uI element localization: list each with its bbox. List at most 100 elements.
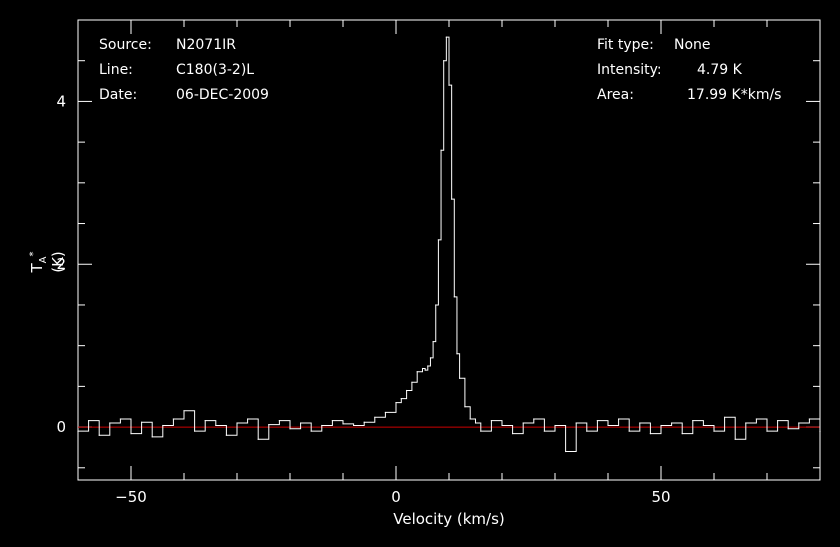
spectrum-point	[194, 430, 196, 432]
spectrum-point	[522, 422, 524, 424]
spectrum-point	[429, 357, 432, 359]
spectrum-point	[766, 430, 768, 432]
spectrum-point	[554, 424, 556, 427]
fit-type-value: None	[674, 37, 711, 53]
spectrum-point	[151, 436, 153, 438]
spectrum-point	[445, 36, 447, 38]
spectrum-point	[787, 428, 789, 430]
spectrum-point	[456, 353, 458, 355]
spectrum-point	[400, 397, 402, 400]
spectrum-point	[300, 422, 302, 424]
y-axis-label: TA* (K)	[28, 251, 67, 273]
spectrum-point	[480, 430, 482, 432]
date-label: Date:	[99, 87, 138, 103]
spectrum-point	[808, 418, 811, 420]
y-tick-label: 4	[56, 92, 66, 110]
spectrum-point	[543, 430, 546, 432]
spectrum-point	[427, 365, 429, 367]
spectrum-point	[353, 424, 355, 427]
spectrum-point	[321, 424, 323, 427]
spectrum-point	[236, 422, 238, 424]
spectrum-point	[596, 419, 599, 422]
spectrum-point	[77, 430, 79, 432]
spectrum-point	[692, 419, 694, 422]
fit-type-label: Fit type:	[597, 37, 654, 53]
spectrum-point	[310, 430, 312, 432]
source-value: N2071IR	[176, 37, 236, 53]
spectrum-point	[702, 424, 705, 427]
spectrum-point	[424, 369, 426, 371]
spectrum-point	[681, 432, 683, 435]
spectrum-point	[443, 60, 445, 62]
line-label: Line:	[99, 62, 133, 78]
spectrum-point	[660, 424, 662, 427]
spectrum-point	[247, 418, 249, 420]
spectrum-point	[490, 419, 492, 422]
spectrum-point	[119, 418, 121, 420]
x-axis-label: Velocity (km/s)	[393, 510, 504, 528]
spectrum-point	[278, 419, 280, 422]
spectrum-point	[432, 340, 434, 343]
spectrum-point	[416, 371, 418, 373]
spectrum-point	[451, 198, 453, 200]
x-tick-label: 50	[651, 488, 670, 506]
spectrum-point	[724, 416, 726, 418]
spectrum-point	[501, 424, 503, 427]
intensity-value: 4.79 K	[697, 62, 742, 78]
spectrum-point	[411, 381, 413, 383]
line-value: C180(3-2)L	[176, 62, 255, 78]
spectrum-point	[671, 422, 673, 424]
spectrum-point	[575, 422, 577, 424]
spectrum-point	[533, 418, 535, 420]
spectrum-point	[421, 367, 424, 370]
spectrum-point	[374, 416, 376, 418]
spectrum-point	[755, 418, 758, 420]
spectrum-point	[141, 421, 143, 423]
spectrum-point	[183, 410, 185, 412]
spectrum-point	[268, 424, 270, 426]
spectrum-point	[331, 419, 333, 422]
spectrum-point	[469, 418, 471, 420]
spectrum-point	[639, 422, 641, 424]
spectrum-point	[607, 424, 609, 427]
spectrum-point	[88, 419, 90, 422]
area-value: 17.99 K*km/s	[687, 87, 782, 103]
date-value: 06-DEC-2009	[176, 87, 269, 103]
x-tick-label: −50	[115, 488, 147, 506]
spectrum-point	[713, 430, 715, 432]
spectrum-point	[289, 428, 291, 430]
spectrum-point	[440, 149, 442, 151]
area-label: Area:	[597, 87, 634, 103]
spectrum-point	[586, 430, 588, 432]
spectrum-point	[130, 432, 132, 435]
spectrum-point	[98, 434, 100, 436]
spectrum-point	[257, 438, 259, 440]
intensity-label: Intensity:	[597, 62, 662, 78]
spectrum-point	[448, 84, 450, 86]
spectrum-point	[363, 421, 365, 423]
spectrum-point	[204, 419, 206, 422]
spectrum-point	[162, 424, 164, 427]
spectrum-point	[435, 304, 437, 306]
spectrum-point	[384, 411, 386, 414]
x-tick-label: 0	[391, 488, 401, 506]
spectrum-point	[618, 418, 620, 420]
spectrum-point	[172, 418, 174, 420]
spectrum-point	[649, 432, 652, 435]
spectrum-point	[745, 422, 747, 424]
spectrum-point	[819, 430, 821, 432]
spectrum-point	[474, 422, 477, 424]
spectrum-point	[459, 377, 461, 379]
spectrum-point	[453, 296, 455, 298]
spectrum-point	[109, 422, 111, 424]
spectrum-point	[395, 402, 397, 404]
y-tick-label: 0	[56, 418, 66, 436]
source-label: Source:	[99, 37, 152, 53]
spectrum-point	[777, 419, 779, 422]
spectrum-series-line	[78, 36, 821, 453]
spectrum-point	[734, 438, 736, 440]
spectrum-point	[511, 432, 514, 435]
spectrum-point	[798, 422, 800, 424]
spectrum-point	[215, 424, 217, 427]
